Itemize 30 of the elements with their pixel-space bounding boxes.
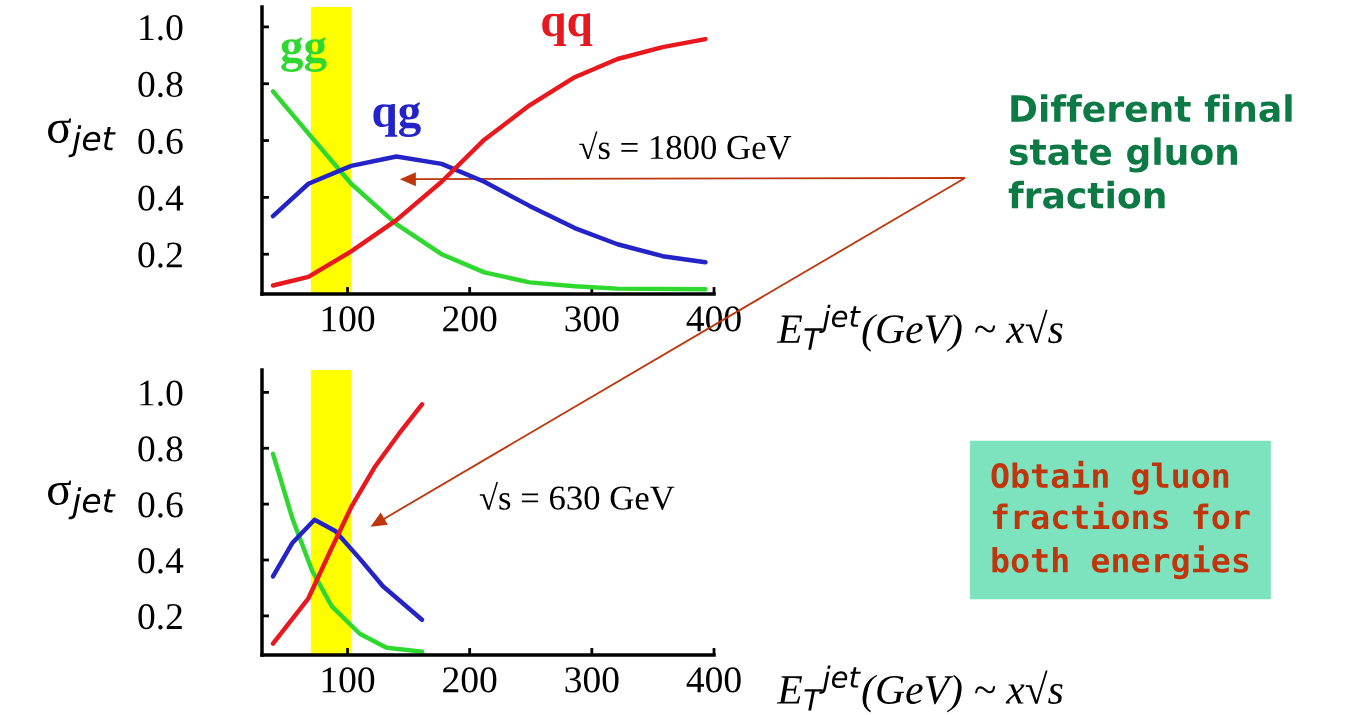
y-tick-label: 1.0	[140, 14, 183, 41]
x-tick-label: 200	[443, 306, 497, 332]
text: Obtain gluon fractions for both energies	[991, 460, 1250, 580]
line-series	[270, 402, 425, 646]
y-tick-label: 1.0	[140, 380, 183, 406]
line-series	[270, 451, 425, 654]
x-axis-title: E$_{T}$$^{jet}$(GeV) ~ x√s	[776, 304, 1063, 352]
x-tick-label: 100	[322, 667, 375, 693]
x-tick-label: 400	[686, 667, 741, 693]
text: Different final state gluon fraction	[1008, 94, 1292, 209]
series-label: qq	[542, 13, 593, 47]
annotation: √s = 630 GeV	[479, 481, 675, 510]
y-tick-label: 0.8	[138, 71, 183, 98]
y-tick-label: 0.8	[138, 436, 183, 462]
x-tick-label: 100	[322, 306, 375, 332]
x-tick-label: 300	[565, 667, 619, 693]
y-axis-title: σ$_{jet}$	[48, 118, 116, 158]
line-series	[270, 517, 425, 623]
x-tick-label: 300	[565, 306, 619, 332]
y-tick-label: 0.6	[138, 492, 183, 518]
y-tick-label: 0.4	[138, 185, 184, 211]
y-tick-label: 0.6	[138, 128, 183, 155]
y-tick-label: 0.4	[138, 548, 184, 574]
annotation: √s = 1800 GeV	[579, 131, 792, 160]
x-axis-title: E$_{T}$$^{jet}$(GeV) ~ x√s	[776, 665, 1063, 713]
y-tick-label: 0.2	[138, 242, 182, 268]
y-tick-label: 0.2	[138, 603, 182, 630]
series-label: qg	[373, 102, 421, 138]
y-axis-title: σ$_{jet}$	[48, 480, 116, 520]
x-tick-label: 200	[443, 667, 497, 693]
